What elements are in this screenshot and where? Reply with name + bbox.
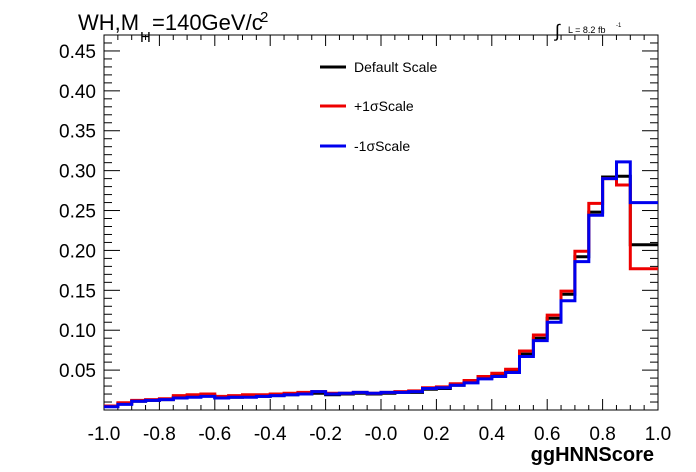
title-superscript: 2 <box>260 9 268 26</box>
x-tick-label: 0.2 <box>423 424 449 445</box>
x-tick-label: -1.0 <box>88 424 121 445</box>
y-tick-label: 0.10 <box>59 321 96 342</box>
x-tick-label: -0.8 <box>143 424 176 445</box>
x-tick-label: -0.4 <box>254 424 287 445</box>
title-main: WH,M <box>78 10 139 35</box>
plot-frame <box>103 34 659 411</box>
y-tick-label: 0.45 <box>59 42 96 63</box>
legend-label-minus1sigma: -1σScale <box>354 138 410 154</box>
x-axis-title: ggHNNScore <box>531 444 654 466</box>
y-tick-labels: 0.05 0.10 0.15 0.20 0.25 0.30 0.35 0.40 0.45 <box>59 42 96 382</box>
luminosity-text: L = 8.2 fb <box>568 25 605 35</box>
x-tick-label: -0.0 <box>365 424 398 445</box>
x-tick-label: 0.4 <box>479 424 506 445</box>
x-tick-label: -0.6 <box>198 424 231 445</box>
y-tick-label: 0.35 <box>59 122 96 143</box>
y-tick-label: 0.25 <box>59 202 96 223</box>
y-tick-label: 0.05 <box>59 361 96 382</box>
x-tick-label: 0.8 <box>589 424 615 445</box>
title-rest: =140GeV/c <box>152 10 263 35</box>
series-minus1sigma-scale <box>104 160 658 409</box>
x-tick-label: 1.0 <box>645 424 671 445</box>
y-tick-label: 0.30 <box>59 162 96 183</box>
legend-label-default: Default Scale <box>354 59 437 75</box>
axis-ticks <box>103 34 659 411</box>
luminosity-label: ∫ L = 8.2 fb -1 <box>553 21 622 41</box>
chart-title: WH,M H =140GeV/c 2 <box>78 9 268 46</box>
y-tick-label: 0.40 <box>59 82 96 103</box>
y-tick-label: 0.15 <box>59 281 96 302</box>
legend-label-plus1sigma: +1σScale <box>354 98 414 114</box>
integral-sign: ∫ <box>553 21 561 41</box>
y-tick-label: 0.20 <box>59 241 96 262</box>
legend: Default Scale +1σScale -1σScale <box>320 59 437 154</box>
x-tick-label: -0.2 <box>309 424 342 445</box>
x-tick-label: 0.6 <box>534 424 560 445</box>
x-tick-labels: -1.0 -0.8 -0.6 -0.4 -0.2 -0.0 0.2 0.4 0.6 0.8 1.0 <box>88 424 672 445</box>
series-lines <box>104 160 658 409</box>
luminosity-superscript: -1 <box>616 23 622 29</box>
